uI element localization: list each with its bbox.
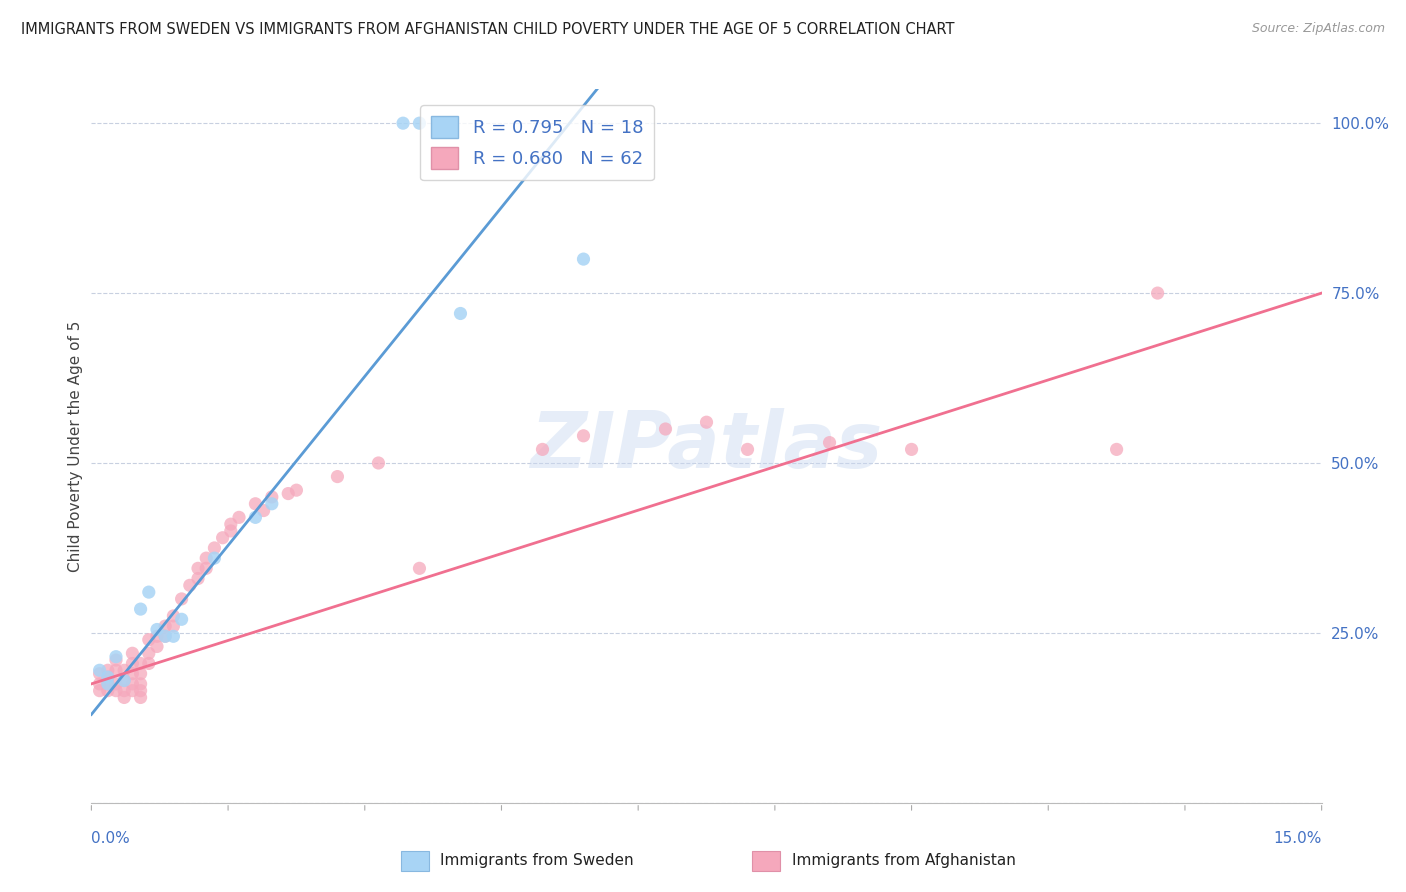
- Point: [97, 677, 120, 691]
- Point: [326, 469, 349, 483]
- Point: [121, 666, 143, 681]
- Point: [89, 666, 111, 681]
- Point: [195, 561, 218, 575]
- Text: Source: ZipAtlas.com: Source: ZipAtlas.com: [1251, 22, 1385, 36]
- Point: [153, 629, 177, 643]
- Point: [408, 561, 430, 575]
- Point: [187, 561, 209, 575]
- Point: [97, 663, 120, 677]
- Point: [253, 503, 276, 517]
- Point: [89, 677, 111, 691]
- Point: [97, 670, 120, 684]
- Point: [737, 442, 759, 457]
- Point: [129, 666, 152, 681]
- Point: [112, 683, 135, 698]
- Point: [153, 629, 177, 643]
- Point: [219, 524, 242, 538]
- Point: [654, 422, 676, 436]
- Point: [170, 591, 193, 606]
- Point: [245, 510, 267, 524]
- Point: [138, 657, 160, 671]
- Point: [121, 683, 143, 698]
- Point: [695, 415, 717, 429]
- Point: [1146, 286, 1168, 301]
- Point: [153, 619, 177, 633]
- Point: [138, 632, 160, 647]
- Point: [162, 629, 184, 643]
- Point: [121, 657, 143, 671]
- Point: [202, 551, 225, 566]
- Legend: R = 0.795   N = 18, R = 0.680   N = 62: R = 0.795 N = 18, R = 0.680 N = 62: [420, 105, 654, 180]
- Point: [146, 629, 169, 643]
- Point: [138, 646, 160, 660]
- Y-axis label: Child Poverty Under the Age of 5: Child Poverty Under the Age of 5: [67, 320, 83, 572]
- Point: [900, 442, 922, 457]
- Point: [449, 306, 471, 320]
- Text: 0.0%: 0.0%: [91, 831, 131, 847]
- Point: [105, 677, 127, 691]
- Point: [162, 608, 184, 623]
- Point: [260, 490, 283, 504]
- Point: [572, 429, 595, 443]
- Point: [129, 690, 152, 705]
- Point: [260, 497, 283, 511]
- Point: [129, 683, 152, 698]
- Point: [121, 677, 143, 691]
- Point: [219, 517, 242, 532]
- Point: [129, 677, 152, 691]
- Point: [105, 683, 127, 698]
- Point: [202, 541, 225, 555]
- Point: [105, 653, 127, 667]
- Point: [105, 663, 127, 677]
- Point: [572, 252, 595, 266]
- Point: [162, 619, 184, 633]
- Point: [211, 531, 233, 545]
- Point: [245, 497, 267, 511]
- Point: [1105, 442, 1128, 457]
- Point: [121, 646, 143, 660]
- Point: [531, 442, 554, 457]
- Point: [129, 657, 152, 671]
- Text: Immigrants from Sweden: Immigrants from Sweden: [440, 854, 634, 868]
- Point: [112, 673, 135, 688]
- Point: [187, 572, 209, 586]
- Point: [112, 673, 135, 688]
- Point: [146, 623, 169, 637]
- Point: [392, 116, 415, 130]
- Point: [129, 602, 152, 616]
- Point: [89, 683, 111, 698]
- Point: [112, 663, 135, 677]
- Point: [89, 663, 111, 677]
- Point: [818, 435, 841, 450]
- Text: IMMIGRANTS FROM SWEDEN VS IMMIGRANTS FROM AFGHANISTAN CHILD POVERTY UNDER THE AG: IMMIGRANTS FROM SWEDEN VS IMMIGRANTS FRO…: [21, 22, 955, 37]
- Text: Immigrants from Afghanistan: Immigrants from Afghanistan: [792, 854, 1015, 868]
- Point: [170, 612, 193, 626]
- Point: [97, 670, 120, 684]
- Point: [285, 483, 308, 498]
- Point: [277, 486, 299, 500]
- Point: [408, 116, 430, 130]
- Point: [105, 649, 127, 664]
- Point: [179, 578, 201, 592]
- Point: [367, 456, 389, 470]
- Point: [228, 510, 250, 524]
- Point: [97, 683, 120, 698]
- Point: [146, 640, 169, 654]
- Point: [138, 585, 160, 599]
- Text: ZIPatlas: ZIPatlas: [530, 408, 883, 484]
- Point: [112, 690, 135, 705]
- Point: [195, 551, 218, 566]
- Text: 15.0%: 15.0%: [1274, 831, 1322, 847]
- Point: [97, 677, 120, 691]
